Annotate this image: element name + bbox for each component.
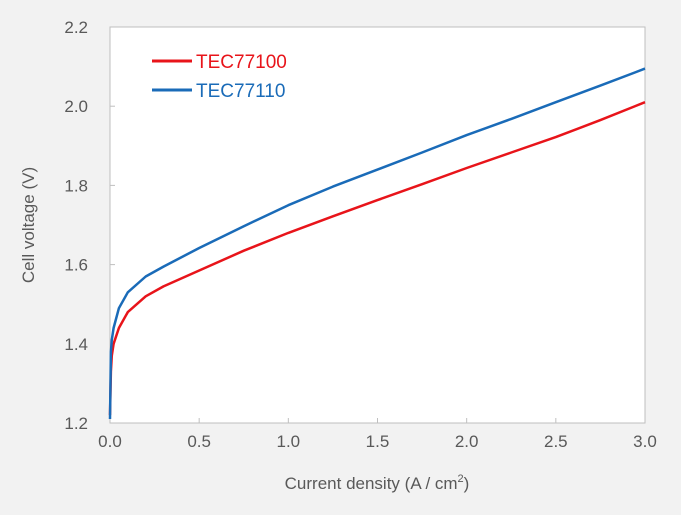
y-axis-label: Cell voltage (V)	[19, 167, 38, 283]
legend-label: TEC77100	[196, 52, 287, 73]
plot-area	[109, 26, 646, 424]
x-axis-label: Current density (A / cm2)	[285, 473, 470, 493]
x-tick-label: 0.5	[187, 432, 211, 451]
series-line-TEC77100	[108, 101, 646, 416]
legend-label: TEC77110	[196, 81, 285, 102]
x-tick-label: 2.0	[455, 432, 479, 451]
y-tick-label: 2.2	[64, 18, 88, 37]
y-tick-label: 1.6	[64, 256, 88, 275]
x-tick-label: 1.5	[366, 432, 390, 451]
series-line-TEC77110	[108, 67, 646, 420]
y-tick-label: 1.4	[64, 335, 88, 354]
x-tick-label: 2.5	[544, 432, 568, 451]
x-tick-label: 1.0	[277, 432, 301, 451]
y-tick-label: 2.0	[64, 97, 88, 116]
x-tick-label: 0.0	[98, 432, 122, 451]
x-axis-label-superscript: 2	[458, 473, 464, 485]
y-tick-label: 1.2	[64, 414, 88, 433]
x-tick-label: 3.0	[633, 432, 657, 451]
y-tick-label: 1.8	[64, 176, 88, 195]
